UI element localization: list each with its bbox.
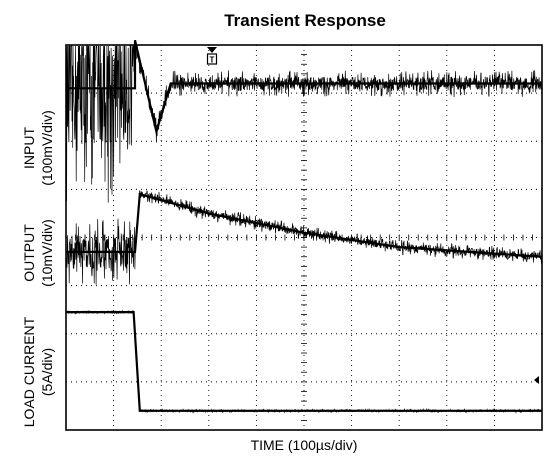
load-ylabel-name: LOAD CURRENT — [21, 316, 37, 427]
input-ylabel-name: INPUT — [21, 127, 37, 169]
input-ylabel-scale: (100mV/div) — [39, 110, 55, 185]
input-ylabel: INPUT (100mV/div) — [21, 110, 55, 185]
trigger-marker: T — [206, 47, 218, 65]
chart-title: Transient Response — [224, 11, 386, 30]
trace-load-current — [65, 309, 543, 414]
svg-text:T: T — [210, 56, 215, 65]
output-ylabel-name: OUTPUT — [21, 224, 37, 282]
x-axis-label: TIME (100µs/div) — [251, 437, 358, 453]
output-ylabel: OUTPUT (10mV/div) — [21, 219, 55, 287]
load-ylabel: LOAD CURRENT (5A/div) — [21, 316, 55, 427]
level-marker — [534, 376, 539, 384]
trace-output — [65, 190, 543, 285]
trace-input — [65, 44, 543, 203]
traces — [65, 39, 543, 414]
load-ylabel-scale: (5A/div) — [39, 348, 55, 396]
plot-frame — [65, 44, 543, 431]
output-ylabel-scale: (10mV/div) — [39, 219, 55, 287]
